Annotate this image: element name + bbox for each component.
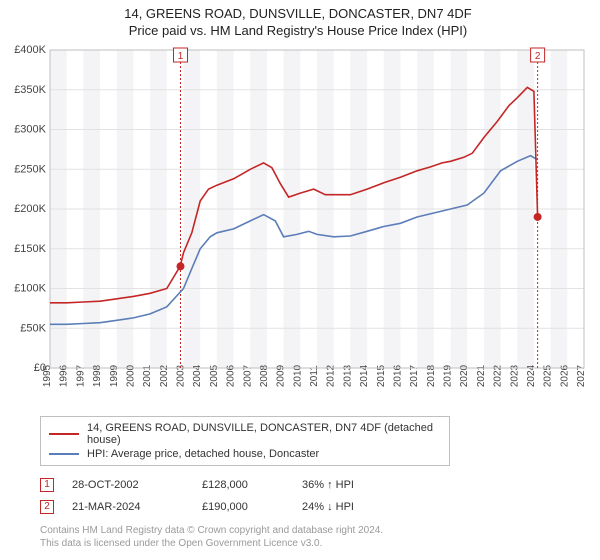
marker-diff: 36% ↑ HPI [302, 479, 422, 491]
marker-row: 1 28-OCT-2002£128,00036% ↑ HPI [40, 474, 584, 496]
svg-text:£200K: £200K [14, 203, 46, 215]
marker-date: 21-MAR-2024 [72, 501, 202, 513]
legend-box: 14, GREENS ROAD, DUNSVILLE, DONCASTER, D… [40, 416, 450, 466]
footnote-line-1: Contains HM Land Registry data © Crown c… [40, 525, 383, 536]
legend-swatch [49, 433, 79, 435]
svg-text:2: 2 [535, 51, 541, 62]
chart-svg: £0£50K£100K£150K£200K£250K£300K£350K£400… [8, 44, 590, 408]
footnote: Contains HM Land Registry data © Crown c… [40, 524, 584, 550]
svg-text:£400K: £400K [14, 44, 46, 56]
marker-badge: 1 [40, 478, 54, 492]
marker-price: £190,000 [202, 501, 302, 513]
svg-text:1: 1 [178, 51, 184, 62]
svg-text:£100K: £100K [14, 283, 46, 295]
chart-area: £0£50K£100K£150K£200K£250K£300K£350K£400… [8, 44, 590, 408]
legend-label: HPI: Average price, detached house, Donc… [87, 448, 319, 460]
title-line-2: Price paid vs. HM Land Registry's House … [6, 23, 590, 38]
svg-text:£50K: £50K [20, 322, 46, 334]
svg-text:£350K: £350K [14, 84, 46, 96]
title-line-1: 14, GREENS ROAD, DUNSVILLE, DONCASTER, D… [6, 6, 590, 21]
legend-item: HPI: Average price, detached house, Donc… [49, 447, 441, 461]
marker-price: £128,000 [202, 479, 302, 491]
titles: 14, GREENS ROAD, DUNSVILLE, DONCASTER, D… [6, 6, 590, 38]
marker-table: 1 28-OCT-2002£128,00036% ↑ HPI 2 21-MAR-202… [40, 474, 584, 518]
legend-item: 14, GREENS ROAD, DUNSVILLE, DONCASTER, D… [49, 421, 441, 447]
svg-text:£300K: £300K [14, 124, 46, 136]
svg-text:£250K: £250K [14, 163, 46, 175]
marker-date: 28-OCT-2002 [72, 479, 202, 491]
svg-text:£150K: £150K [14, 243, 46, 255]
marker-row: 2 21-MAR-2024£190,00024% ↓ HPI [40, 496, 584, 518]
chart-container: 14, GREENS ROAD, DUNSVILLE, DONCASTER, D… [0, 0, 600, 560]
legend-swatch [49, 453, 79, 455]
legend-label: 14, GREENS ROAD, DUNSVILLE, DONCASTER, D… [87, 422, 441, 446]
marker-badge: 2 [40, 500, 54, 514]
marker-diff: 24% ↓ HPI [302, 501, 422, 513]
footnote-line-2: This data is licensed under the Open Gov… [40, 538, 322, 549]
